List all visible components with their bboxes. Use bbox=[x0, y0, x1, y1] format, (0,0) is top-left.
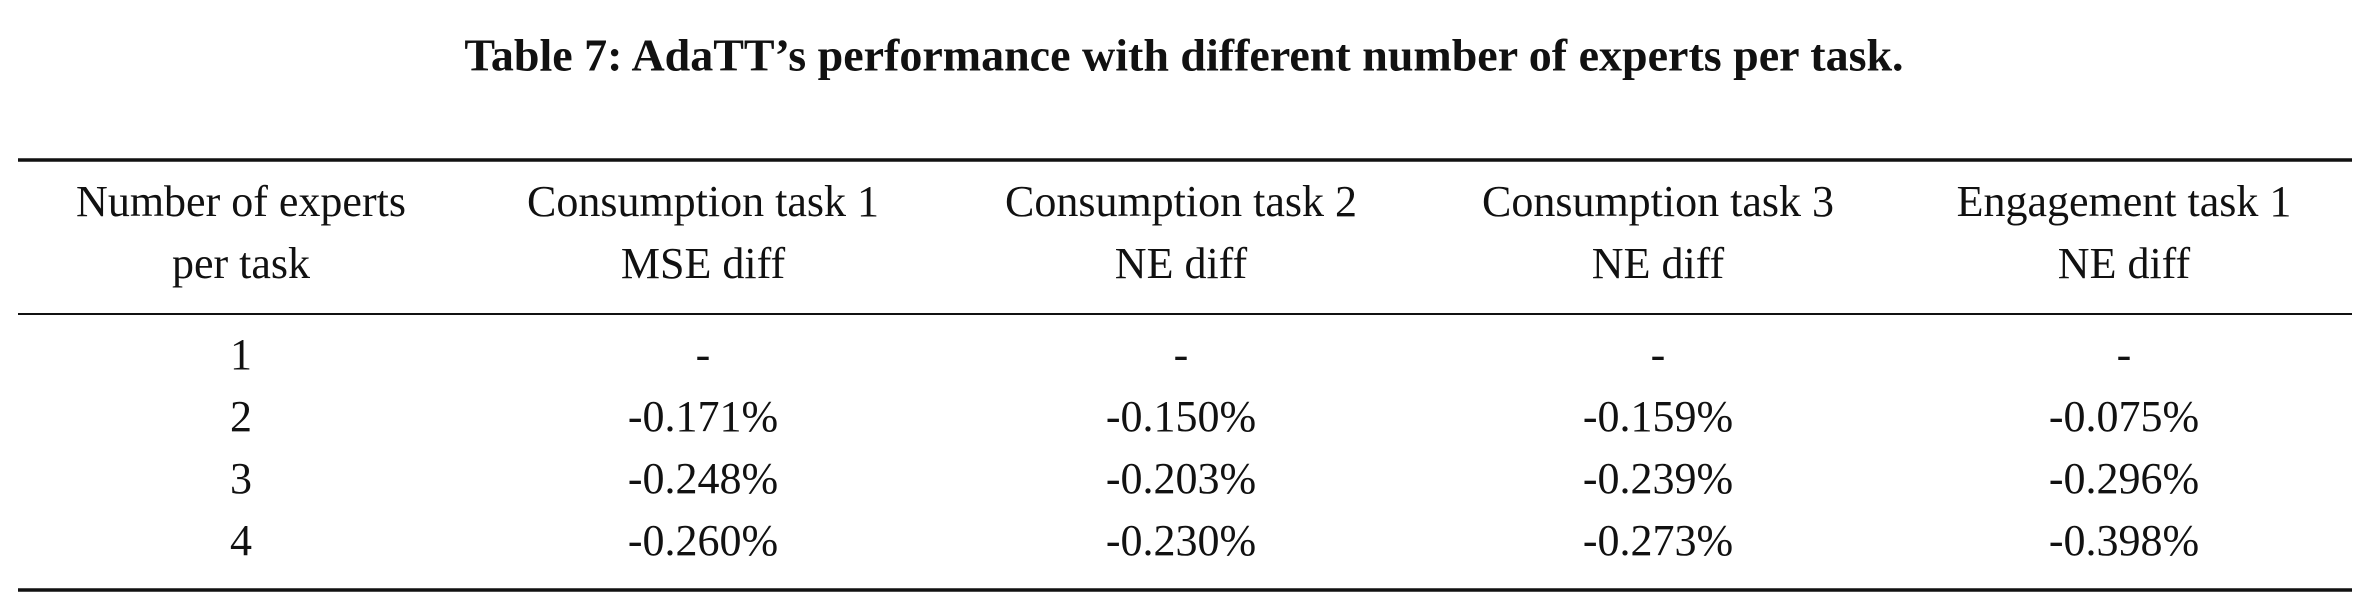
table-cell: 2 bbox=[230, 392, 252, 441]
table-cell: -0.398% bbox=[2049, 516, 2199, 565]
header-cell: MSE diff bbox=[621, 239, 786, 288]
table-cell: - bbox=[696, 330, 711, 379]
table-cell: -0.260% bbox=[628, 516, 778, 565]
header-cell: Number of experts bbox=[76, 177, 406, 226]
header-cell: Consumption task 1 bbox=[527, 177, 879, 226]
table-cell: - bbox=[1651, 330, 1666, 379]
table-caption: Table 7: AdaTT’s performance with differ… bbox=[464, 30, 1903, 81]
table-cell: 4 bbox=[230, 516, 252, 565]
header-cell: Consumption task 3 bbox=[1482, 177, 1834, 226]
table-cell: -0.230% bbox=[1106, 516, 1256, 565]
table-cell: -0.273% bbox=[1583, 516, 1733, 565]
header-cell: Engagement task 1 bbox=[1957, 177, 2292, 226]
table-cell: -0.203% bbox=[1106, 454, 1256, 503]
header-cell: NE diff bbox=[1115, 239, 1248, 288]
table-cell: -0.171% bbox=[628, 392, 778, 441]
table-cell: -0.075% bbox=[2049, 392, 2199, 441]
table-cell: -0.239% bbox=[1583, 454, 1733, 503]
table-cell: -0.296% bbox=[2049, 454, 2199, 503]
table-cell: - bbox=[1174, 330, 1189, 379]
header-cell: Consumption task 2 bbox=[1005, 177, 1357, 226]
header-cell: per task bbox=[172, 239, 310, 288]
table-cell: 3 bbox=[230, 454, 252, 503]
header-cell: NE diff bbox=[2058, 239, 2191, 288]
table-cell: - bbox=[2117, 330, 2132, 379]
table-cell: -0.248% bbox=[628, 454, 778, 503]
table-cell: 1 bbox=[230, 330, 252, 379]
table-cell: -0.159% bbox=[1583, 392, 1733, 441]
table-cell: -0.150% bbox=[1106, 392, 1256, 441]
header-cell: NE diff bbox=[1592, 239, 1725, 288]
